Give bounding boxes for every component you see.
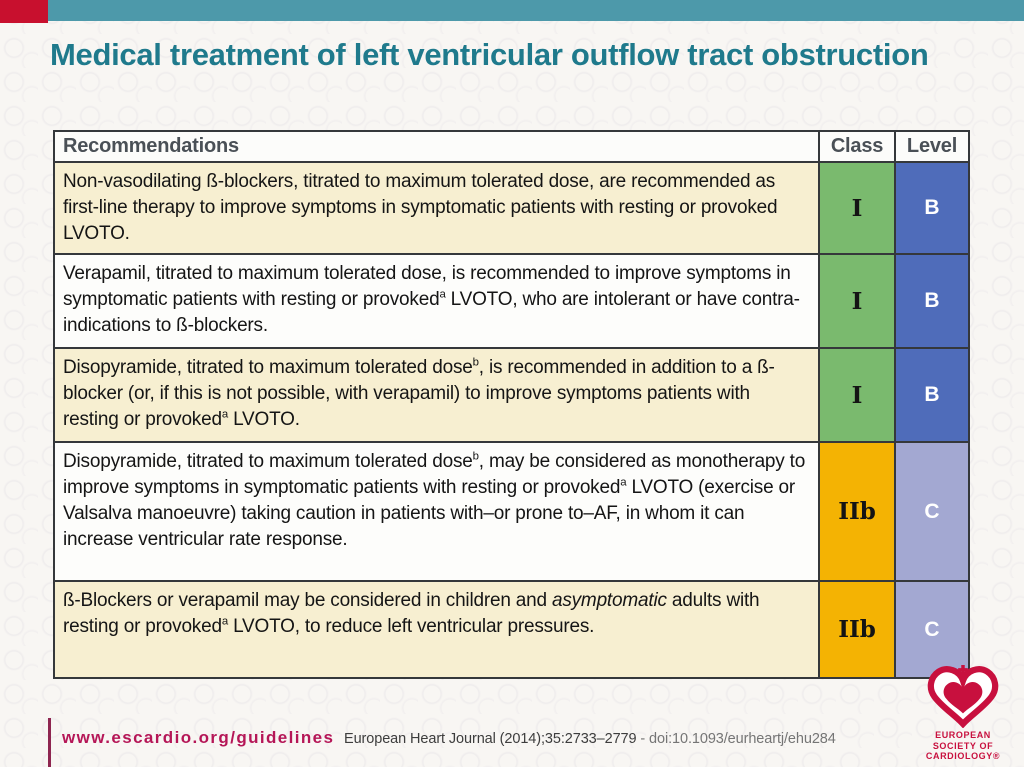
recommendations-table: Recommendations Class Level Non-vasodila…	[53, 130, 970, 679]
esc-logo-line: SOCIETY OF	[932, 740, 994, 751]
guidelines-link[interactable]: www.escardio.org/guidelines	[62, 728, 335, 747]
level-badge: B	[896, 349, 968, 443]
header-level: Level	[896, 132, 968, 163]
table-row: Non-vasodilating ß-blockers, titrated to…	[55, 163, 968, 255]
recommendation-text: Disopyramide, titrated to maximum tolera…	[55, 443, 820, 582]
red-accent-square	[0, 0, 48, 23]
citation-journal: European Heart Journal (2014);35:2733–27…	[344, 731, 637, 747]
level-badge: C	[896, 582, 968, 677]
level-badge: B	[896, 255, 968, 349]
class-badge: I	[820, 255, 896, 349]
recommendation-text: Disopyramide, titrated to maximum tolera…	[55, 349, 820, 443]
class-badge: I	[820, 163, 896, 255]
recommendation-text: Non-vasodilating ß-blockers, titrated to…	[55, 163, 820, 255]
class-badge: IIb	[820, 443, 896, 582]
table-row: ß-Blockers or verapamil may be considere…	[55, 582, 968, 677]
table-row: Disopyramide, titrated to maximum tolera…	[55, 443, 968, 582]
heart-icon	[908, 664, 1018, 728]
class-badge: IIb	[820, 582, 896, 677]
esc-logo: EUROPEAN SOCIETY OF CARDIOLOGY®	[908, 664, 1018, 762]
footer-divider	[48, 718, 51, 767]
teal-top-bar	[48, 0, 1024, 21]
page-title: Medical treatment of left ventricular ou…	[50, 37, 929, 72]
recommendation-text: ß-Blockers or verapamil may be considere…	[55, 582, 820, 677]
header-recommendations: Recommendations	[55, 132, 820, 163]
citation: European Heart Journal (2014);35:2733–27…	[344, 731, 836, 747]
level-badge: B	[896, 163, 968, 255]
esc-logo-text: EUROPEAN SOCIETY OF CARDIOLOGY®	[908, 730, 1018, 762]
level-badge: C	[896, 443, 968, 582]
header-class: Class	[820, 132, 896, 163]
table-row: Verapamil, titrated to maximum tolerated…	[55, 255, 968, 349]
table-row: Disopyramide, titrated to maximum tolera…	[55, 349, 968, 443]
citation-doi: - doi:10.1093/eurheartj/ehu284	[636, 731, 836, 747]
class-badge: I	[820, 349, 896, 443]
esc-logo-line: EUROPEAN	[935, 730, 991, 740]
esc-logo-line: CARDIOLOGY®	[925, 751, 1001, 761]
recommendation-text: Verapamil, titrated to maximum tolerated…	[55, 255, 820, 349]
table-header-row: Recommendations Class Level	[55, 132, 968, 163]
